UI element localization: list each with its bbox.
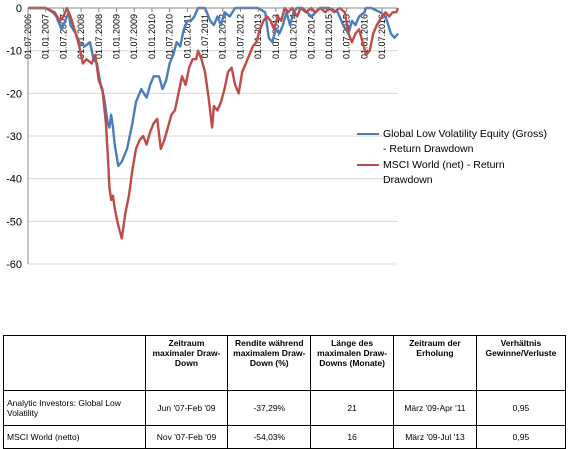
header-length-drawdown: Länge des maximalen Draw-Downs (Monate) [310,335,395,391]
cell-ratio: 0,95 [475,425,567,449]
table-header-row: Zeitraum maximaler Draw-Down Rendite wäh… [3,335,567,391]
x-tick-label: 01.01.2009 [112,14,122,59]
cell-recovery: März '09-Apr '11 [393,390,477,426]
legend-item-1: Global Low Volatility Equity (Gross) - R… [357,127,553,157]
x-tick-label: 01.07.2009 [129,14,139,59]
y-tick-label: -10 [6,46,22,58]
x-tick-label: 01.01.2010 [147,14,157,59]
header-return-during-drawdown: Rendite während maximalem Draw-Down (%) [227,335,312,391]
y-tick-label: -50 [6,216,22,228]
cell-ratio: 0,95 [475,390,567,426]
x-tick-label: 01.01.2008 [76,14,86,59]
header-gain-loss-ratio: Verhältnis Gewinne/Verluste [475,335,567,391]
x-tick-label: 01.07.2007 [58,14,68,59]
table-row: MSCI World (netto) Nov '07-Feb '09 -54,0… [3,425,567,449]
row-name: MSCI World (netto) [3,425,146,449]
y-tick-label: -30 [6,131,22,143]
drawdown-summary-table: Zeitraum maximaler Draw-Down Rendite wäh… [3,335,567,449]
header-cell-empty [3,335,146,391]
x-tick-label: 01.07.2012 [235,14,245,59]
gridlines [28,50,398,265]
legend-label-2: MSCI World (net) - Return Drawdown [383,159,505,186]
legend-swatch-2 [357,164,379,166]
y-axis-tick-labels: 0 -10 -20 -30 -40 -50 -60 [6,3,22,271]
y-tick-label: -20 [6,88,22,100]
cell-recovery: März '09-Jul '13 [393,425,477,449]
cell-length: 21 [310,390,395,426]
y-tick-label: 0 [16,3,22,15]
x-tick-label: 01.01.2007 [41,14,51,59]
x-tick-label: 01.07.2013 [271,14,281,59]
cell-length: 16 [310,425,395,449]
y-tick-label: -60 [6,259,22,271]
x-tick-label: 01.01.2015 [324,14,334,59]
drawdown-chart: 0-10-20-30-40-50-60 01.07.2006 01.01.2007… [6,3,400,271]
legend-item-2: MSCI World (net) - Return Drawdown [357,158,553,188]
x-tick-label: 01.01.2014 [289,14,299,59]
x-tick-label: 01.07.2014 [306,14,316,59]
header-recovery-period: Zeitraum der Erholung [393,335,477,391]
x-tick-label: 01.07.2016 [377,14,387,59]
header-period-max-drawdown: Zeitraum maximaler Draw-Down [144,335,229,391]
legend-swatch-1 [357,133,379,135]
cell-return: -54,03% [227,425,312,449]
x-tick-label: 01.07.2008 [94,14,104,59]
cell-period: Nov '07-Feb '09 [144,425,229,449]
table-row: Analytic Investors: Global Low Volatilit… [3,390,567,426]
cell-return: -37,29% [227,390,312,426]
x-tick-label: 01.01.2016 [359,14,369,59]
cell-period: Jun '07-Feb '09 [144,390,229,426]
series-lines [28,6,400,240]
row-name: Analytic Investors: Global Low Volatilit… [3,390,146,426]
x-axis-tick-labels: 01.07.2006 01.01.2007 01.07.2007 01.01.2008… [23,8,387,59]
legend-label-1: Global Low Volatility Equity (Gross) - R… [383,128,547,155]
x-tick-label: 01.07.2011 [200,14,210,58]
x-tick-label: 01.07.2010 [165,14,175,59]
y-tick-label: -40 [6,174,22,186]
x-tick-label: 01.07.2015 [342,14,352,59]
x-tick-label: 01.01.2011 [182,14,192,58]
series-line-2 [28,6,400,240]
x-tick-label: 01.01.2012 [218,14,228,59]
